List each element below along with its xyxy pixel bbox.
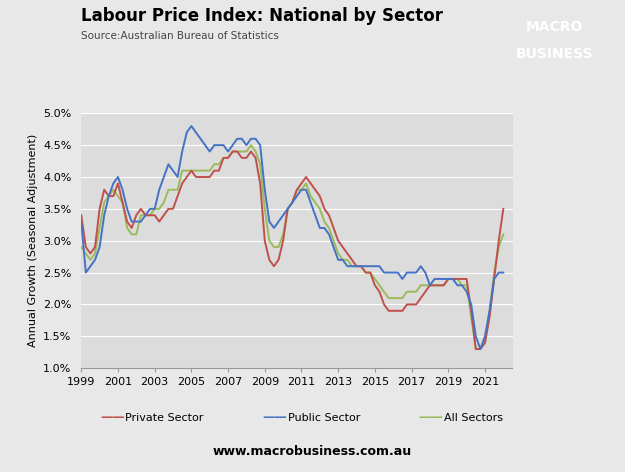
Text: MACRO: MACRO xyxy=(526,20,583,34)
Text: Labour Price Index: National by Sector: Labour Price Index: National by Sector xyxy=(81,7,443,25)
Text: ——: —— xyxy=(100,411,125,424)
Text: All Sectors: All Sectors xyxy=(444,413,503,423)
Text: ——: —— xyxy=(262,411,288,424)
Text: ——: —— xyxy=(419,411,444,424)
Text: Source:Australian Bureau of Statistics: Source:Australian Bureau of Statistics xyxy=(81,31,279,41)
Text: Public Sector: Public Sector xyxy=(288,413,360,423)
Text: www.macrobusiness.com.au: www.macrobusiness.com.au xyxy=(213,445,412,458)
Text: Private Sector: Private Sector xyxy=(125,413,203,423)
Text: BUSINESS: BUSINESS xyxy=(516,47,594,61)
Y-axis label: Annual Growth (Seasonal Adjustment): Annual Growth (Seasonal Adjustment) xyxy=(28,134,38,347)
